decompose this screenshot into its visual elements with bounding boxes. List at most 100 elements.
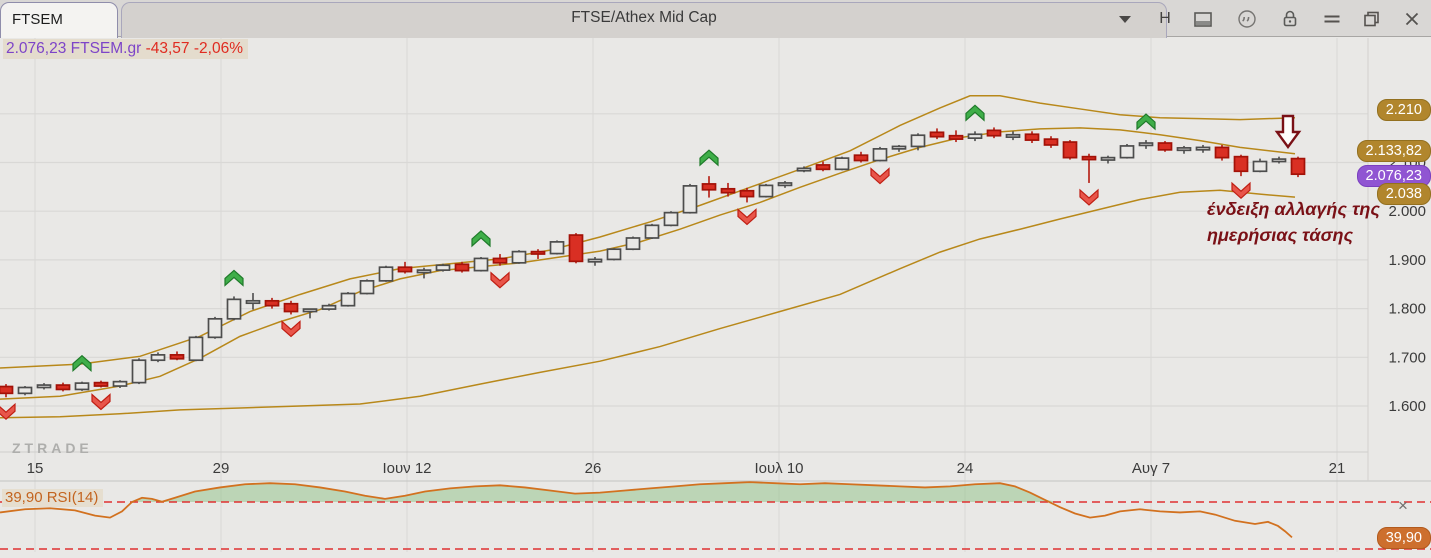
signal-up-chevron xyxy=(699,149,719,167)
rsi-value: 39,90 xyxy=(5,489,43,506)
candles xyxy=(0,127,1306,398)
trend-annotation: ένδειξη αλλαγής της ημερήσιας τάσης xyxy=(1207,196,1380,248)
y-axis-label: 1.800 xyxy=(1388,301,1426,318)
y-axis-label: 2.000 xyxy=(1388,203,1426,220)
candle-up xyxy=(796,167,812,172)
candle-up xyxy=(682,185,698,214)
signal-down-chevron xyxy=(870,167,890,185)
candle-up xyxy=(1119,145,1135,159)
candle-down xyxy=(169,354,185,360)
candle-up xyxy=(340,292,356,307)
candle-up xyxy=(416,269,432,274)
chart-legend: 2.076,23 FTSEM.gr -43,57 -2,06% xyxy=(3,39,248,59)
candle-down xyxy=(454,263,470,272)
x-axis-label: Αυγ 7 xyxy=(1132,460,1170,477)
trend-signals xyxy=(0,104,1251,421)
candle-up xyxy=(758,184,774,198)
rsi-line xyxy=(0,481,1293,539)
candle-up xyxy=(1005,133,1021,138)
candle-up xyxy=(872,148,888,162)
x-axis-label: Ιουλ 10 xyxy=(754,460,803,477)
candle-down xyxy=(1214,146,1230,159)
band-value-badge: 2.038 xyxy=(1376,183,1431,205)
close-window-icon[interactable] xyxy=(1400,7,1424,31)
price-chart-canvas[interactable]: 15 29 Ιουν 12 26 Ιουλ 10 24 Αυγ 7 212.1002.0001… xyxy=(0,37,1431,558)
candle-up xyxy=(891,145,907,150)
candle-down xyxy=(948,134,964,140)
lock-icon[interactable] xyxy=(1278,7,1302,31)
annotation-arrow-down xyxy=(1274,114,1302,150)
candle-up xyxy=(112,380,128,387)
x-axis-label: 15 xyxy=(27,460,44,477)
candle-down xyxy=(93,381,109,387)
candle-down xyxy=(720,187,736,194)
window-title: FTSE/Athex Mid Cap xyxy=(571,9,717,26)
rsi-close-icon[interactable]: × xyxy=(1398,496,1408,515)
candle-up xyxy=(131,359,147,384)
candle-up xyxy=(473,257,489,272)
candle-down xyxy=(1081,155,1097,161)
candle-up xyxy=(36,384,52,389)
candle-down xyxy=(1024,133,1040,141)
interval-h-button[interactable]: H xyxy=(1159,10,1171,27)
rsi-overbought-fill xyxy=(0,482,1292,502)
legend-price: 2.076,23 xyxy=(6,40,67,57)
candle-down xyxy=(492,257,508,264)
candle-up xyxy=(1176,147,1192,152)
candle-up xyxy=(74,382,90,391)
title-panel xyxy=(121,2,1167,38)
signal-up-chevron xyxy=(965,104,985,122)
candle-up xyxy=(188,336,204,362)
candle-up xyxy=(1195,146,1211,151)
candle-up xyxy=(302,308,318,313)
candle-down xyxy=(568,234,584,263)
candle-up xyxy=(549,241,565,255)
dropdown-arrow-icon[interactable] xyxy=(1113,7,1137,31)
candle-down xyxy=(397,266,413,273)
candle-up xyxy=(587,258,603,263)
x-axis-label: 26 xyxy=(585,460,602,477)
signal-down-chevron xyxy=(1231,181,1251,199)
layout-panel-icon[interactable] xyxy=(1191,7,1215,31)
candle-down xyxy=(1157,142,1173,151)
bollinger-middle-band xyxy=(0,127,1296,400)
symbol-tab[interactable]: FTSEM xyxy=(0,2,118,38)
window-titlebar: FTSEM FTSE/Athex Mid Cap H xyxy=(0,0,1431,38)
candle-up xyxy=(245,299,261,305)
candle-up xyxy=(435,264,451,271)
candle-down xyxy=(55,384,71,391)
candle-up xyxy=(1252,160,1268,173)
legend-symbol: FTSEM.gr xyxy=(70,40,142,57)
restore-window-icon[interactable] xyxy=(1360,7,1384,31)
signal-down-chevron xyxy=(490,271,510,289)
candle-down xyxy=(1233,155,1249,173)
signal-down-chevron xyxy=(281,320,301,338)
signal-up-chevron xyxy=(224,269,244,287)
candle-down xyxy=(0,385,14,395)
band-value-badge: 2.133,82 xyxy=(1356,140,1431,162)
candle-up xyxy=(17,386,33,395)
y-axis-label: 1.700 xyxy=(1388,349,1426,366)
candle-up xyxy=(967,133,983,139)
candle-up xyxy=(644,224,660,239)
candle-up xyxy=(1138,142,1154,147)
candle-up xyxy=(834,157,850,171)
candle-down xyxy=(1062,141,1078,159)
caret-shape xyxy=(1119,15,1131,23)
candle-down xyxy=(853,154,869,162)
signal-down-chevron xyxy=(91,393,111,411)
signal-up-chevron xyxy=(1136,113,1156,131)
candle-down xyxy=(986,129,1002,137)
candle-down xyxy=(264,299,280,307)
band-value-badge: 2.210 xyxy=(1376,99,1431,121)
x-axis-label: 21 xyxy=(1329,460,1346,477)
candle-down xyxy=(1290,157,1306,176)
candle-up xyxy=(1271,158,1287,163)
candle-up xyxy=(207,317,223,339)
quotes-icon[interactable] xyxy=(1235,7,1259,31)
menu-icon[interactable] xyxy=(1320,7,1344,31)
candle-down xyxy=(739,189,755,198)
candle-up xyxy=(378,266,394,282)
signal-down-chevron xyxy=(737,208,757,226)
